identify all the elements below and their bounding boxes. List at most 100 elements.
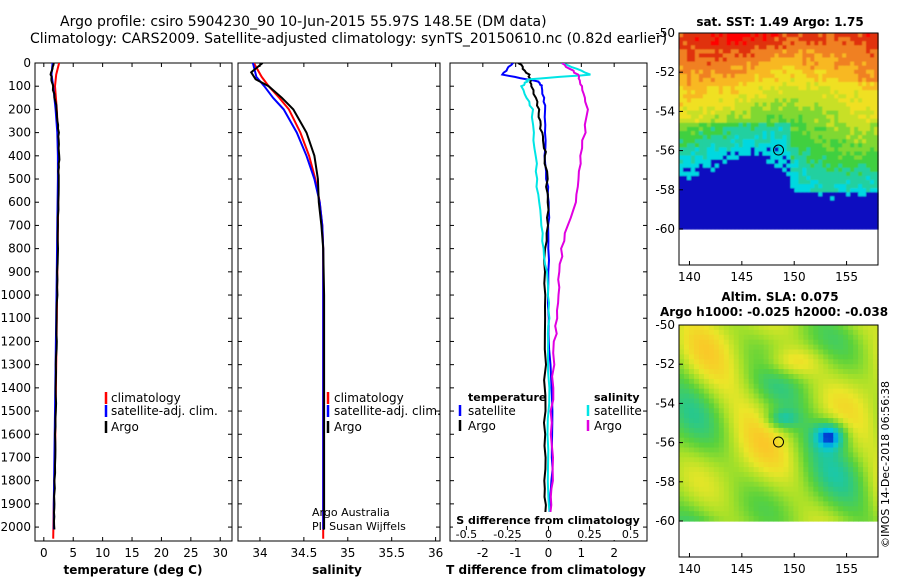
sst-cell (802, 65, 807, 71)
sla-cell (838, 472, 844, 478)
sla-cell (688, 423, 695, 429)
sst-cell (734, 131, 740, 136)
sst-cell (690, 151, 696, 157)
sst-cell (854, 151, 859, 157)
sst-cell (858, 208, 863, 214)
sst-cell (778, 220, 784, 226)
sla-cell (718, 516, 725, 522)
sst-cell (810, 94, 815, 99)
sla-cell (808, 325, 814, 331)
sst-cell (770, 45, 776, 50)
sst-cell (722, 45, 728, 50)
sst-cell (854, 196, 859, 202)
sst-cell (750, 126, 756, 132)
sst-cell (842, 114, 847, 120)
sst-cell (702, 180, 708, 185)
sst-cell (766, 106, 772, 112)
sst-cell (726, 122, 732, 128)
sla-cell (798, 447, 804, 453)
sst-cell (866, 151, 871, 157)
sla-cell (873, 511, 879, 517)
sla-cell (738, 393, 745, 400)
sla-cell (763, 344, 770, 351)
sst-cell (786, 106, 792, 112)
sst-cell (834, 94, 839, 99)
sst-cell (682, 53, 688, 59)
sla-cell (718, 369, 725, 375)
sst-cell (810, 106, 815, 112)
sla-cell (713, 393, 720, 400)
sla-cell (723, 349, 730, 355)
sla-cell (723, 334, 730, 341)
sst-cell (842, 98, 847, 104)
sla-cell (803, 501, 809, 507)
sst-cell (758, 212, 764, 218)
sla-cell (853, 398, 859, 404)
sst-cell (794, 192, 799, 197)
sst-cell (842, 208, 847, 214)
sst-cell (714, 102, 720, 108)
sst-cell (850, 200, 855, 206)
sst-cell (854, 192, 859, 197)
sst-cell (838, 65, 843, 71)
sst-cell (706, 86, 712, 91)
sla-cell (723, 354, 730, 360)
sst-cell (818, 86, 823, 91)
sst-cell (762, 57, 768, 63)
sst-cell (794, 155, 799, 161)
sst-cell (870, 139, 875, 144)
sla-cell (723, 472, 730, 478)
sla-cell (758, 413, 765, 419)
sst-cell (870, 224, 875, 230)
sst-cell (870, 131, 875, 136)
sst-cell (686, 155, 692, 161)
sst-cell (790, 94, 796, 99)
sla-cell (808, 462, 814, 468)
sst-cell (782, 33, 788, 38)
sla-cell (833, 437, 839, 444)
sst-cell (754, 131, 760, 136)
sla-cell (843, 403, 849, 409)
sla-cell (683, 349, 690, 355)
sst-cell (754, 143, 760, 148)
sla-cell (738, 496, 745, 502)
sla-cell (838, 408, 844, 414)
sst-cell (822, 41, 827, 46)
sla-cell (718, 432, 725, 439)
sla-cell (828, 374, 834, 380)
sst-cell (818, 65, 823, 71)
sst-cell (718, 135, 724, 140)
sst-cell (822, 110, 827, 116)
sst-cell (706, 65, 712, 71)
sst-cell (679, 131, 684, 136)
sst-cell (850, 204, 855, 210)
sst-cell (822, 86, 827, 91)
sst-cell (866, 102, 871, 108)
sst-cell (794, 90, 799, 95)
sla-cell (783, 432, 790, 439)
sst-cell (754, 86, 760, 91)
sst-cell (778, 77, 784, 83)
sla-cell (688, 516, 695, 522)
sla-cell (753, 344, 760, 351)
sst-cell (690, 131, 696, 136)
sla-cell (763, 486, 770, 493)
sst-cell (834, 163, 839, 169)
sst-cell (722, 143, 728, 148)
sst-cell (742, 65, 748, 71)
sla-cell (738, 413, 745, 419)
sst-cell (862, 49, 867, 55)
y-tick-label: 1300 (0, 358, 31, 372)
sla-cell (858, 374, 864, 380)
sst-cell (826, 204, 831, 210)
sst-cell (822, 155, 827, 161)
sla-cell (783, 393, 790, 400)
sla-cell (863, 432, 869, 439)
sla-cell (738, 486, 745, 493)
sst-cell (722, 114, 728, 120)
sst-cell (702, 102, 708, 108)
sla-cell (868, 476, 874, 483)
sst-cell (826, 102, 831, 108)
sla-cell (838, 393, 844, 400)
sst-cell (718, 175, 724, 181)
